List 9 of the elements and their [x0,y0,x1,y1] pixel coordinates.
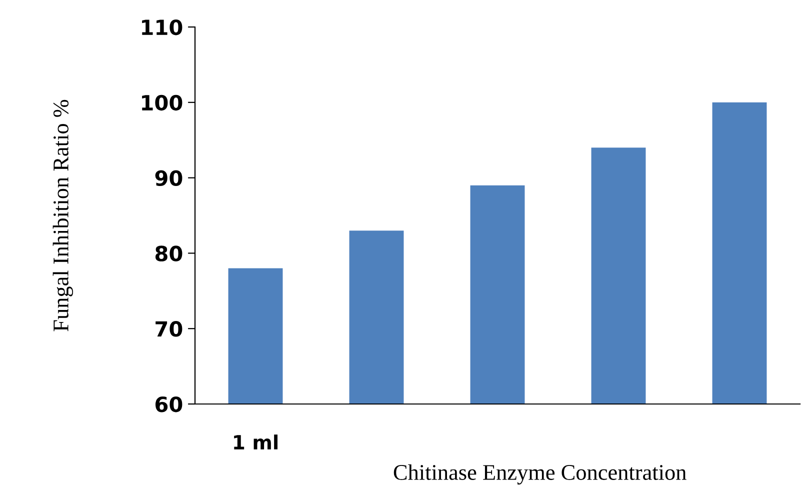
x-tick-label: 1 ml [234,434,278,450]
y-tick-label: 90 [155,170,182,186]
y-tick-label: 110 [142,19,182,36]
y-tick-label: 60 [155,396,182,412]
y-tick-label: 80 [155,246,182,262]
y-tick-label: 70 [156,321,182,337]
x-axis-title: Chitinase Enzyme Concentration [394,464,686,485]
y-axis-title: Fungal Inhibition Ratio % [52,100,74,332]
y-tick-label: 100 [142,94,182,111]
